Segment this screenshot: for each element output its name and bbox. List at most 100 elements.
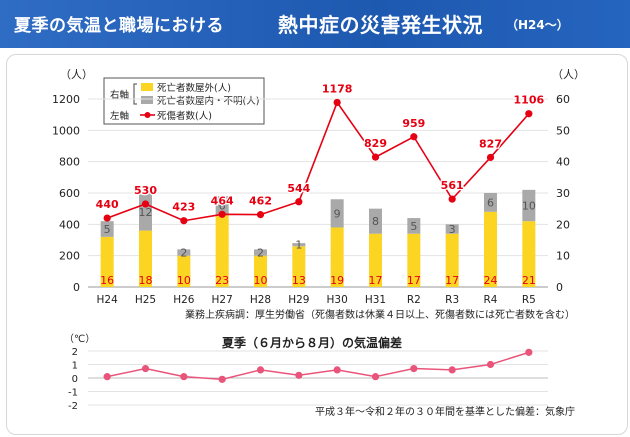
legend-swatch-outdoor	[141, 83, 153, 91]
bar-outdoor-label: 24	[484, 274, 498, 287]
bar-indoor-label: 2	[180, 247, 187, 260]
right-tick-label: 50	[556, 124, 570, 137]
bar-indoor-label: 3	[449, 223, 456, 236]
temp-point	[410, 364, 418, 373]
bar-indoor	[407, 218, 421, 234]
bar-indoor	[254, 249, 267, 256]
bar-indoor-label: 8	[372, 215, 379, 228]
temp-chart-title: 夏季（６月から８月）の気温偏差	[222, 335, 402, 350]
bar-outdoor-label: 17	[445, 274, 459, 287]
temp-tick-label: 2	[72, 347, 78, 358]
temp-point	[141, 364, 150, 373]
left-tick-label: 800	[59, 156, 80, 169]
bar-outdoor-label: 17	[369, 274, 383, 287]
left-tick-label: 200	[59, 250, 80, 263]
bar-outdoor	[177, 255, 191, 287]
category-label: H24	[97, 294, 119, 306]
bar-outdoor-label: 21	[522, 274, 536, 287]
temp-point	[103, 373, 111, 381]
legend-bracket	[133, 83, 137, 105]
bar-outdoor	[254, 255, 267, 287]
left-tick-label: 1200	[52, 93, 80, 106]
line-point	[371, 153, 380, 161]
line-point	[525, 110, 533, 118]
bar-indoor-label: 10	[522, 200, 536, 213]
bar-outdoor-label: 17	[407, 274, 421, 287]
line-point	[141, 200, 150, 208]
bar-indoor-label: 5	[104, 223, 111, 236]
bar-outdoor	[100, 236, 114, 287]
line-data-label: 829	[364, 137, 387, 150]
bar-indoor-label: 5	[410, 220, 417, 233]
line-point	[333, 98, 341, 107]
temp-point	[218, 375, 226, 383]
legend-box	[103, 77, 265, 125]
bar-indoor	[330, 199, 344, 228]
line-data-label: 440	[96, 198, 119, 211]
bar-indoor	[100, 221, 114, 237]
category-label: H25	[135, 294, 156, 306]
temp-tick-label: 0	[72, 374, 78, 385]
right-axis-unit: （人）	[552, 68, 585, 81]
category-label: H31	[365, 294, 386, 306]
line-point	[103, 214, 111, 222]
legend-line-marker	[144, 112, 151, 118]
category-label: R3	[445, 294, 459, 306]
legend-line-label: 死傷者数(人)	[157, 110, 212, 122]
line-point	[256, 211, 265, 219]
bar-outdoor	[445, 233, 459, 287]
line-point	[218, 210, 226, 218]
legend-right-axis-label: 右軸	[110, 89, 129, 101]
line-data-label: 423	[172, 201, 195, 214]
source-note-temp: 平成３年～令和２年の３０年間を基準とした偏差：気象庁	[315, 405, 575, 418]
temp-point	[333, 366, 341, 374]
header-banner: 夏季の気温と職場における 熱中症の災害発生状況 （H24～）	[0, 0, 630, 48]
title-period: （H24～）	[506, 18, 569, 32]
bar-outdoor	[215, 214, 229, 287]
temp-line	[107, 351, 530, 381]
temp-point	[371, 373, 380, 381]
legend-outdoor-label: 死亡者数屋外(人)	[157, 82, 231, 94]
line-data-label: 959	[402, 117, 425, 130]
legend: 右軸 左軸 死亡者数屋外(人) 死亡者数屋内・不明(人) 死傷者数(人)	[103, 77, 265, 125]
line-data-label: 462	[249, 195, 272, 208]
right-tick-label: 20	[556, 218, 570, 231]
bar-indoor	[369, 208, 382, 234]
bar-outdoor-label: 16	[100, 274, 114, 287]
temp-tick-label: 1	[72, 361, 78, 372]
bar-outdoor	[484, 211, 497, 287]
right-tick-label: 40	[556, 156, 570, 169]
line-point	[180, 217, 188, 225]
left-axis-unit: （人）	[60, 68, 93, 81]
temp-point	[295, 371, 303, 379]
category-label: R2	[407, 294, 421, 306]
temperature-plot: 2 1 0 -1 -2	[68, 347, 548, 412]
bar-indoor	[522, 189, 536, 222]
source-note-main: 業務上疾病調：厚生労働省（死傷者数は休業４日以上、死傷者数には死亡者数を含む）	[185, 308, 575, 321]
legend-swatch-indoor	[141, 96, 153, 104]
left-tick-label: 1000	[52, 124, 80, 137]
left-tick-label: 0	[73, 281, 80, 294]
temp-axis-unit: （℃）	[64, 333, 95, 345]
bar-outdoor-label: 10	[177, 274, 191, 287]
title-part1: 夏季の気温と職場における	[14, 16, 224, 36]
temp-point	[525, 348, 533, 356]
bar-outdoor-label: 13	[292, 274, 306, 287]
main-plot: 0200400600800100012000102030405060165H24…	[52, 81, 570, 306]
bar-indoor-label: 1	[295, 239, 302, 252]
bar-indoor	[484, 193, 497, 212]
bar-indoor	[215, 196, 229, 215]
bar-indoor-label: 12	[139, 206, 153, 219]
temp-point	[486, 360, 495, 369]
category-label: R5	[522, 294, 536, 306]
bar-outdoor	[369, 233, 382, 287]
line-point	[448, 195, 456, 203]
line-data-label: 464	[211, 194, 234, 207]
line-data-label: 827	[479, 137, 502, 150]
temp-point	[448, 366, 456, 374]
line-data-label: 561	[441, 179, 464, 192]
category-label: H27	[212, 294, 233, 306]
category-label: H30	[327, 294, 348, 306]
